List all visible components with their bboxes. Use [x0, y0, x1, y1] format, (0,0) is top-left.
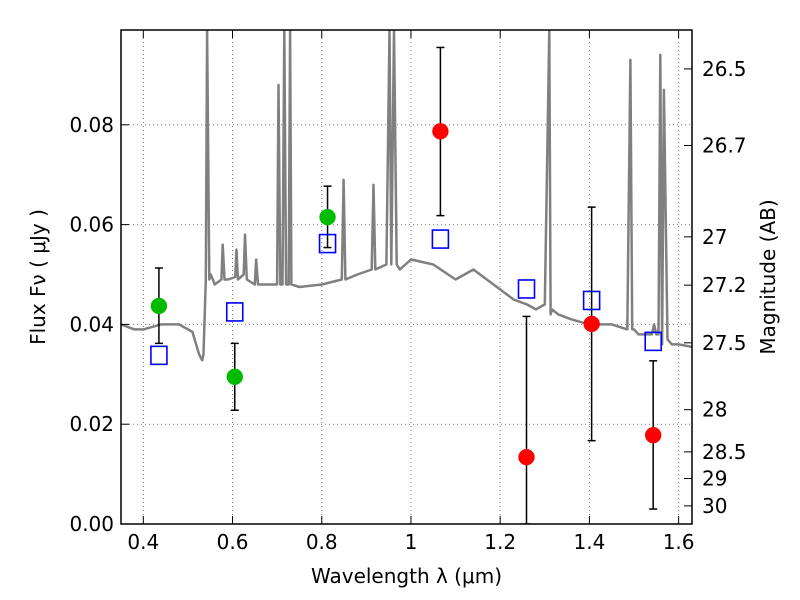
model-photometry-square	[644, 331, 662, 352]
magnitude-tick-label: 28	[702, 398, 727, 422]
model-photometry-square	[582, 290, 601, 311]
x-tick-label: 0.6	[217, 530, 249, 554]
green-data-point	[150, 297, 168, 315]
model-photometry-square	[225, 302, 244, 322]
red-data-point	[644, 426, 662, 444]
magnitude-tick-label: 28.5	[702, 440, 747, 464]
y-tick-label: 0.00	[69, 512, 114, 536]
y-tick-label: 0.08	[69, 113, 114, 137]
green-data-point	[226, 368, 244, 386]
magnitude-tick-label: 30	[702, 494, 727, 518]
red-data-point	[432, 123, 449, 140]
magnitude-axis-label: Magnitude (AB)	[756, 199, 780, 354]
x-tick-label: 0.4	[127, 530, 159, 554]
x-axis-label: Wavelength λ (μm)	[311, 564, 502, 588]
axes-frame	[120, 29, 693, 525]
clipped-plot	[121, 30, 692, 524]
x-tick-label: 1	[405, 530, 418, 554]
x-tick-label: 1.2	[484, 530, 516, 554]
x-tick-label: 0.8	[306, 530, 338, 554]
x-tick-label: 1.6	[663, 530, 695, 554]
model-photometry-square	[517, 279, 536, 299]
magnitude-tick-label: 27	[702, 225, 727, 249]
model-spectrum-line	[121, 30, 692, 362]
y-tick-label: 0.06	[69, 213, 114, 237]
magnitude-tick-label: 26.5	[702, 57, 747, 81]
red-data-point	[518, 448, 535, 466]
y-axis-label: Flux Fν ( μJy )	[26, 209, 50, 345]
magnitude-tick-label: 27.2	[702, 273, 747, 297]
model-photometry-square	[431, 229, 450, 249]
green-data-point	[319, 208, 336, 226]
y-tick-label: 0.02	[69, 412, 114, 436]
y-tick-label: 0.04	[69, 312, 114, 336]
magnitude-tick-label: 27.5	[702, 331, 747, 355]
magnitude-tick-label: 29	[702, 466, 727, 490]
model-photometry-square	[318, 233, 337, 254]
red-data-point	[583, 315, 600, 333]
axes: 0.4 0.6 0.8 1 1.2 1.4 1.6 0.00 0.02 0.04 0.06 0.08 2…	[69, 29, 747, 554]
plot-area	[121, 30, 692, 524]
x-tick-label: 1.4	[573, 530, 605, 554]
magnitude-tick-label: 26.7	[702, 133, 747, 157]
model-photometry-square	[150, 345, 168, 366]
